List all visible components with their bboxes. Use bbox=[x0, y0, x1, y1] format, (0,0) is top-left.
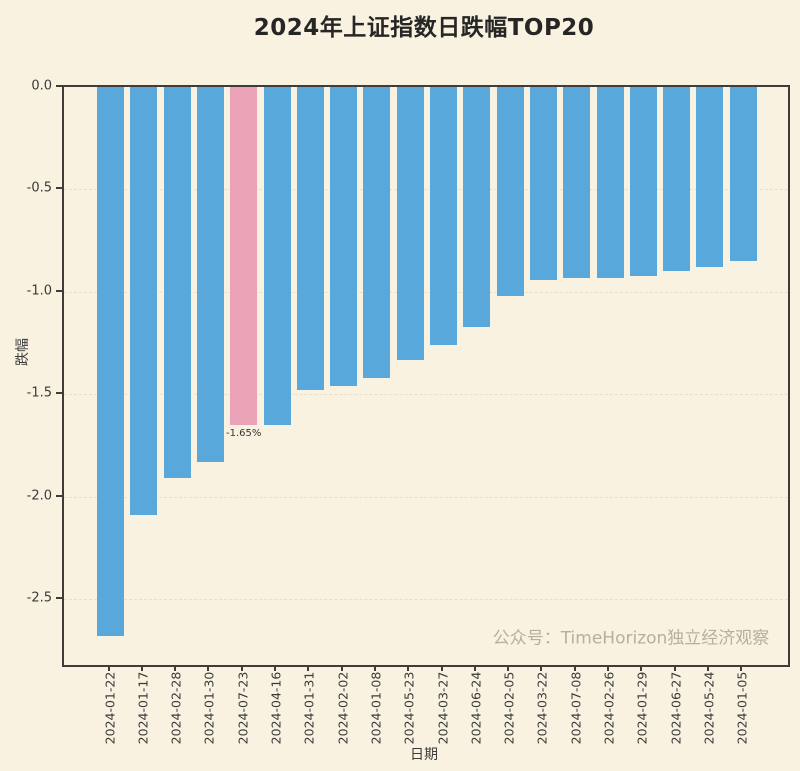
y-tick-label: -1.0 bbox=[26, 283, 52, 299]
x-tick-mark bbox=[540, 665, 543, 671]
x-tick-label: 2024-01-29 bbox=[634, 671, 650, 745]
chart-title: 2024年上证指数日跌幅TOP20 bbox=[253, 15, 595, 41]
bar bbox=[430, 87, 457, 346]
y-tick-label: -2.5 bbox=[26, 590, 52, 606]
y-tick-label: -0.5 bbox=[26, 180, 52, 196]
bar bbox=[330, 87, 358, 387]
x-tick-label: 2024-04-16 bbox=[268, 671, 284, 745]
y-tick-mark bbox=[56, 289, 62, 292]
x-tick-mark bbox=[640, 665, 643, 671]
bar bbox=[596, 87, 624, 278]
bar bbox=[729, 87, 757, 262]
bar bbox=[97, 87, 124, 637]
y-tick-mark bbox=[56, 392, 62, 395]
x-tick-label: 2024-07-08 bbox=[568, 671, 584, 745]
y-axis-label: 跌幅 bbox=[15, 338, 31, 366]
x-tick-mark bbox=[706, 665, 709, 671]
x-tick-label: 2024-05-24 bbox=[701, 671, 717, 745]
x-tick-mark bbox=[440, 665, 443, 671]
x-tick-label: 2024-05-23 bbox=[401, 671, 417, 745]
watermark-text: 公众号：TimeHorizon独立经济观察 bbox=[492, 628, 770, 649]
bar bbox=[696, 87, 724, 268]
x-tick-mark bbox=[740, 665, 743, 671]
y-tick-mark bbox=[56, 597, 62, 600]
bar bbox=[130, 87, 158, 516]
x-tick-label: 2024-02-26 bbox=[601, 671, 617, 745]
bar bbox=[529, 87, 557, 280]
x-tick-mark bbox=[407, 665, 410, 671]
y-tick-mark bbox=[56, 494, 62, 497]
x-tick-label: 2024-03-22 bbox=[534, 671, 550, 745]
gridline bbox=[64, 599, 788, 601]
bar bbox=[563, 87, 591, 278]
x-tick-label: 2024-01-22 bbox=[102, 671, 117, 745]
bar bbox=[163, 87, 191, 479]
x-tick-mark bbox=[107, 665, 110, 671]
x-tick-label: 2024-06-24 bbox=[468, 671, 484, 745]
x-tick-mark bbox=[373, 665, 376, 671]
gridline bbox=[64, 189, 788, 191]
bar bbox=[663, 87, 691, 272]
bar-highlighted bbox=[230, 87, 258, 426]
bar bbox=[629, 87, 657, 276]
x-tick-label: 2024-01-08 bbox=[368, 671, 384, 745]
y-tick-label: -1.5 bbox=[26, 385, 52, 401]
x-tick-mark bbox=[673, 665, 676, 671]
bar-value-annotation: -1.65% bbox=[225, 428, 262, 440]
x-tick-mark bbox=[307, 665, 310, 671]
x-tick-mark bbox=[607, 665, 609, 671]
bar bbox=[263, 87, 291, 426]
x-tick-mark bbox=[473, 665, 476, 671]
x-tick-label: 2024-07-23 bbox=[235, 671, 251, 745]
gridline bbox=[64, 496, 788, 498]
x-tick-label: 2024-01-05 bbox=[734, 671, 750, 745]
plot-area: -1.65% bbox=[62, 85, 790, 667]
x-tick-label: 2024-01-30 bbox=[201, 671, 217, 745]
bar bbox=[396, 87, 424, 360]
y-tick-label: 0.0 bbox=[31, 78, 52, 94]
x-tick-label: 2024-02-05 bbox=[501, 671, 517, 745]
x-tick-label: 2024-03-27 bbox=[435, 671, 450, 745]
x-tick-mark bbox=[573, 665, 576, 671]
y-tick-mark bbox=[56, 85, 62, 87]
gridline bbox=[64, 394, 788, 396]
x-tick-mark bbox=[507, 665, 510, 671]
y-tick-label: -2.0 bbox=[26, 488, 52, 504]
x-tick-label: 2024-01-31 bbox=[301, 671, 317, 745]
x-tick-mark bbox=[207, 665, 210, 671]
x-tick-mark bbox=[174, 665, 177, 671]
bar bbox=[196, 87, 224, 463]
x-tick-label: 2024-02-28 bbox=[168, 671, 184, 745]
bar bbox=[463, 87, 491, 327]
bar bbox=[363, 87, 391, 379]
bar bbox=[496, 87, 524, 297]
x-tick-label: 2024-06-27 bbox=[668, 671, 684, 745]
x-tick-label: 2024-02-02 bbox=[335, 671, 351, 745]
x-tick-mark bbox=[240, 665, 243, 671]
x-tick-mark bbox=[274, 665, 276, 671]
gridline bbox=[64, 291, 788, 293]
x-tick-mark bbox=[340, 665, 343, 671]
x-tick-mark bbox=[140, 665, 143, 671]
x-axis-label: 日期 bbox=[410, 747, 438, 763]
x-tick-label: 2024-01-17 bbox=[135, 671, 151, 745]
bar bbox=[296, 87, 324, 391]
y-tick-mark bbox=[56, 187, 62, 190]
